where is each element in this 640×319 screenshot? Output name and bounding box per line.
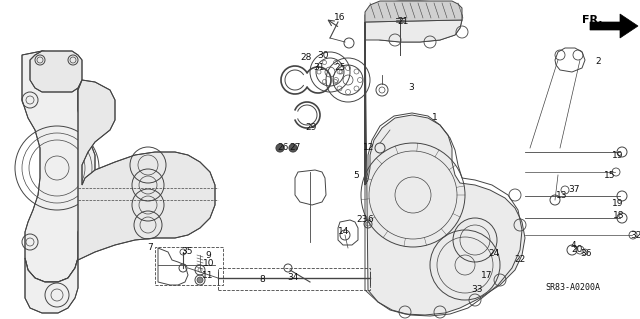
Text: 13: 13 [556, 191, 568, 201]
Text: SR83-A0200A: SR83-A0200A [545, 284, 600, 293]
Polygon shape [78, 80, 215, 260]
Circle shape [289, 144, 297, 152]
Text: 19: 19 [612, 199, 624, 209]
Polygon shape [365, 20, 525, 315]
Text: 16: 16 [334, 13, 346, 23]
Text: 21: 21 [397, 18, 409, 26]
Text: 34: 34 [287, 273, 299, 283]
Text: 31: 31 [313, 63, 324, 72]
Text: 27: 27 [289, 143, 301, 152]
Text: 25: 25 [334, 63, 346, 72]
Text: 18: 18 [613, 211, 625, 219]
Text: 23: 23 [356, 214, 368, 224]
Text: 11: 11 [202, 271, 214, 280]
Text: 24: 24 [488, 249, 500, 258]
Text: 1: 1 [432, 114, 438, 122]
Text: 32: 32 [630, 232, 640, 241]
Polygon shape [365, 1, 462, 42]
Text: 12: 12 [364, 144, 374, 152]
Text: FR.: FR. [582, 15, 602, 25]
Polygon shape [25, 258, 78, 313]
Text: 5: 5 [353, 170, 359, 180]
Text: 9: 9 [205, 250, 211, 259]
Text: 4: 4 [570, 241, 576, 250]
Text: 7: 7 [147, 243, 153, 253]
Polygon shape [30, 51, 82, 92]
Polygon shape [365, 1, 462, 22]
Text: 37: 37 [568, 186, 580, 195]
Text: 10: 10 [204, 259, 215, 269]
Text: 35: 35 [181, 247, 193, 256]
Text: 28: 28 [300, 54, 312, 63]
Text: 36: 36 [580, 249, 592, 257]
Text: 22: 22 [515, 255, 525, 263]
Text: 8: 8 [259, 275, 265, 284]
Circle shape [197, 277, 203, 283]
Polygon shape [22, 51, 95, 282]
Text: 14: 14 [339, 226, 349, 235]
Text: 17: 17 [481, 271, 493, 279]
Text: 6: 6 [367, 216, 373, 225]
Text: 15: 15 [604, 170, 616, 180]
Polygon shape [590, 14, 638, 38]
Circle shape [276, 144, 284, 152]
Text: 2: 2 [595, 57, 601, 66]
Text: 29: 29 [305, 123, 317, 132]
Text: 26: 26 [277, 143, 289, 152]
Text: 20: 20 [572, 244, 582, 254]
Text: 19: 19 [612, 151, 624, 160]
Text: 33: 33 [471, 285, 483, 293]
Text: 30: 30 [317, 50, 329, 60]
Text: 3: 3 [408, 84, 414, 93]
